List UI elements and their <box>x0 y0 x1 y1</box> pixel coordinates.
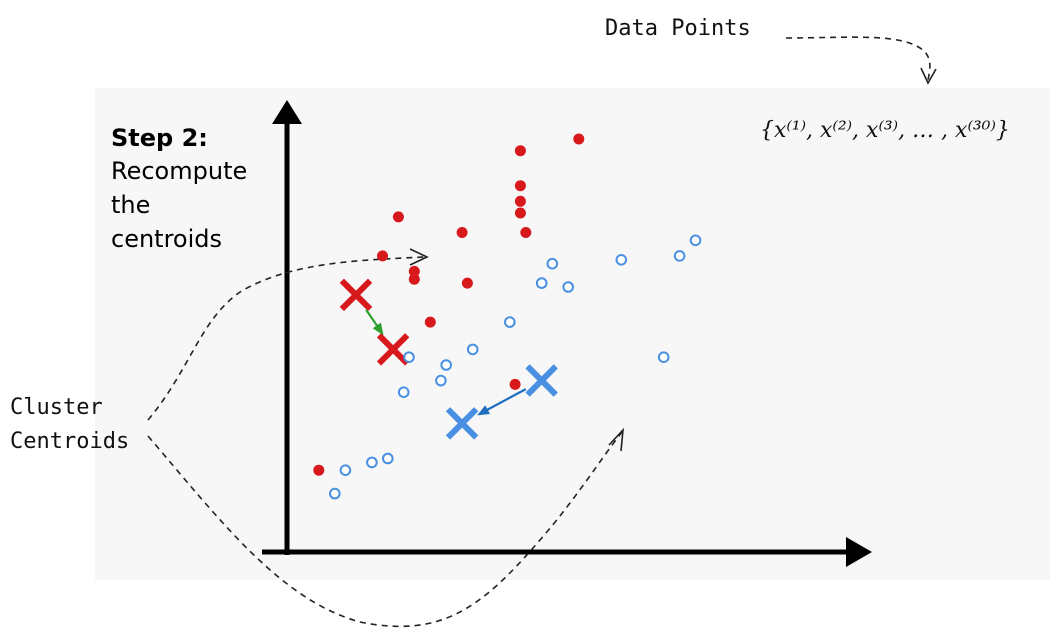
cluster-label-line-2: Centroids <box>10 429 129 454</box>
red-data-point <box>509 378 521 390</box>
data-points-connector-head <box>920 67 937 85</box>
blue-data-point <box>329 487 341 500</box>
plot-area <box>313 133 702 500</box>
step-line-2: the <box>111 191 150 219</box>
blue-data-point <box>546 257 559 270</box>
blue-data-point <box>673 250 686 262</box>
cluster-label-line-1: Cluster <box>10 395 103 420</box>
blue-data-point <box>504 316 516 328</box>
blue-data-point <box>397 386 410 399</box>
y-axis-arrowhead <box>272 100 302 124</box>
axes <box>262 100 872 567</box>
red-data-point <box>520 227 532 238</box>
red-data-point <box>461 277 473 289</box>
blue-centroid-shift-arrowhead <box>477 405 490 416</box>
red-data-point <box>424 316 436 328</box>
step-title: Step 2: <box>111 124 208 152</box>
cluster-to-red-centroid-head <box>409 248 429 266</box>
cluster-to-blue-centroid-connector <box>147 431 623 628</box>
blue-data-point <box>440 359 453 371</box>
red-centroid-previous-stroke-b <box>339 278 373 312</box>
red-data-point <box>377 250 388 262</box>
blue-data-point <box>339 464 352 477</box>
cluster-to-red-centroid-connector <box>147 256 426 421</box>
red-data-point <box>573 133 585 145</box>
red-data-point <box>313 464 325 476</box>
red-data-point <box>514 207 526 219</box>
blue-data-point <box>657 351 670 364</box>
red-data-point <box>456 227 468 238</box>
red-data-point <box>514 180 526 192</box>
annotation-connectors <box>147 36 937 628</box>
blue-centroid-previous-stroke-b <box>525 364 558 397</box>
cluster-to-blue-centroid-head <box>608 427 625 452</box>
step-line-1: Recompute <box>111 157 247 185</box>
red-cluster <box>313 133 585 476</box>
blue-centroid-updated <box>445 407 479 440</box>
blue-data-point <box>535 277 548 289</box>
blue-data-point <box>403 351 415 364</box>
data-points-label: Data Points <box>605 16 751 41</box>
slide-panel <box>95 88 1050 580</box>
red-data-point <box>514 145 526 157</box>
blue-data-point <box>615 253 628 266</box>
data-points-connector <box>785 36 931 81</box>
red-data-point <box>408 273 420 285</box>
blue-data-point <box>435 374 447 387</box>
red-data-point <box>514 195 526 207</box>
blue-centroid-previous <box>525 364 558 397</box>
blue-cluster <box>329 234 702 500</box>
blue-data-point <box>466 343 479 356</box>
red-centroid-previous <box>339 278 373 312</box>
x-axis-arrowhead <box>846 537 872 567</box>
blue-data-point <box>562 281 575 293</box>
red-centroid-updated-stroke-b <box>376 333 410 366</box>
red-centroid-shift-arrowhead <box>372 322 384 336</box>
step-line-3: centroids <box>111 225 222 253</box>
blue-data-point <box>366 456 378 469</box>
blue-centroid-updated-stroke-b <box>445 407 479 440</box>
data-set-notation: {x⁽¹⁾, x⁽²⁾, x⁽³⁾, … , x⁽³⁰⁾} <box>760 118 1010 143</box>
blue-data-point <box>689 234 702 247</box>
red-centroid-updated <box>376 333 410 366</box>
red-data-point <box>408 265 420 277</box>
red-data-point <box>392 211 404 223</box>
blue-data-point <box>382 452 394 465</box>
